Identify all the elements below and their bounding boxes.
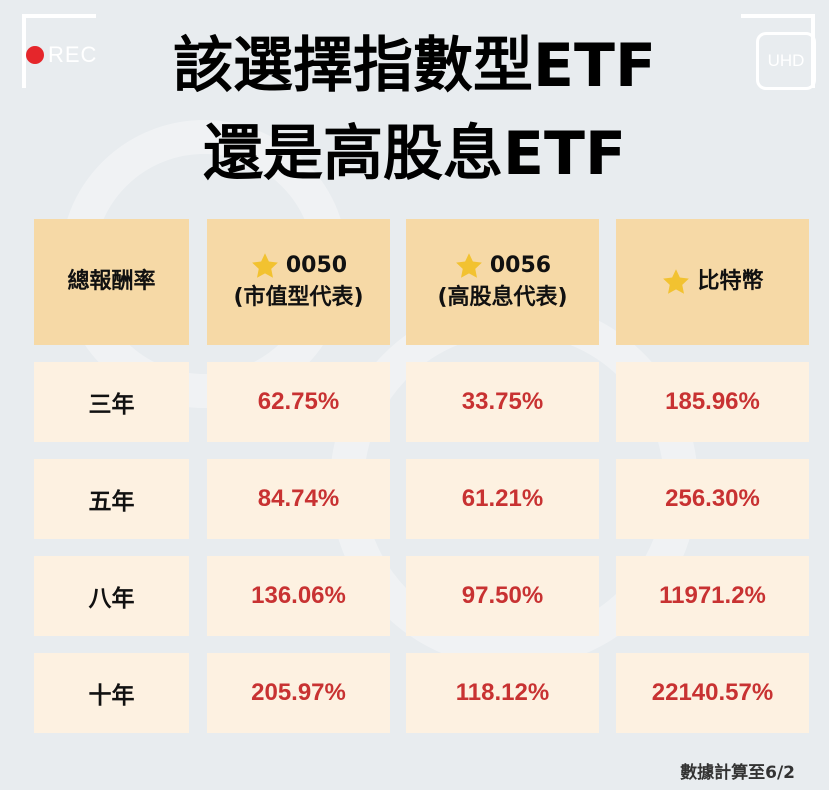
table-cell: 205.97%: [207, 653, 390, 733]
star-icon: [661, 267, 691, 297]
star-icon: [250, 251, 280, 281]
column-header-subtitle: (市值型代表): [233, 285, 364, 310]
table-cell: 62.75%: [207, 362, 390, 442]
column-header-subtitle: (高股息代表): [437, 285, 568, 310]
return-value: 256.30%: [665, 485, 760, 512]
column-header-title: 0050: [285, 253, 348, 279]
column-header: 0056 (高股息代表): [406, 219, 599, 345]
row-label-cell: 八年: [34, 556, 189, 636]
return-value: 11971.2%: [659, 582, 766, 609]
column-header-title: 比特幣: [697, 269, 764, 295]
table-cell: 61.21%: [406, 459, 599, 539]
row-label: 五年: [88, 489, 135, 515]
return-value: 97.50%: [461, 582, 544, 609]
return-value: 185.96%: [665, 388, 760, 415]
footnote: 數據計算至6/2: [680, 763, 795, 783]
return-value: 118.12%: [455, 679, 550, 706]
page-title-line-1: 該選擇指數型ETF: [173, 31, 656, 101]
return-value: 22140.57%: [651, 679, 774, 706]
table-cell: 185.96%: [616, 362, 809, 442]
table-cell: 22140.57%: [616, 653, 809, 733]
table-cell: 118.12%: [406, 653, 599, 733]
return-value: 62.75%: [257, 388, 340, 415]
row-label-cell: 五年: [34, 459, 189, 539]
table-cell: 11971.2%: [616, 556, 809, 636]
page-title-line-2: 還是高股息ETF: [203, 119, 626, 189]
row-label: 八年: [88, 586, 135, 612]
rec-indicator: REC: [26, 42, 97, 68]
table-cell: 97.50%: [406, 556, 599, 636]
star-icon: [454, 251, 484, 281]
table-cell: 256.30%: [616, 459, 809, 539]
record-dot-icon: [26, 46, 44, 64]
row-label-cell: 三年: [34, 362, 189, 442]
return-value: 136.06%: [251, 582, 346, 609]
corner-header-label: 總報酬率: [67, 269, 156, 295]
row-label-cell: 十年: [34, 653, 189, 733]
column-header: 比特幣: [616, 219, 809, 345]
return-value: 61.21%: [461, 485, 544, 512]
column-header: 0050 (市值型代表): [207, 219, 390, 345]
table-cell: 33.75%: [406, 362, 599, 442]
frame-corner-top-left: [22, 14, 96, 88]
row-label: 三年: [88, 392, 135, 418]
table-cell: 136.06%: [207, 556, 390, 636]
return-value: 84.74%: [257, 485, 340, 512]
return-value: 205.97%: [251, 679, 346, 706]
uhd-badge: UHD: [756, 32, 816, 90]
column-header-title: 0056: [489, 253, 552, 279]
table-cell: 84.74%: [207, 459, 390, 539]
rec-label: REC: [48, 42, 98, 67]
row-label: 十年: [88, 683, 135, 709]
corner-header: 總報酬率: [34, 219, 189, 345]
return-value: 33.75%: [461, 388, 544, 415]
